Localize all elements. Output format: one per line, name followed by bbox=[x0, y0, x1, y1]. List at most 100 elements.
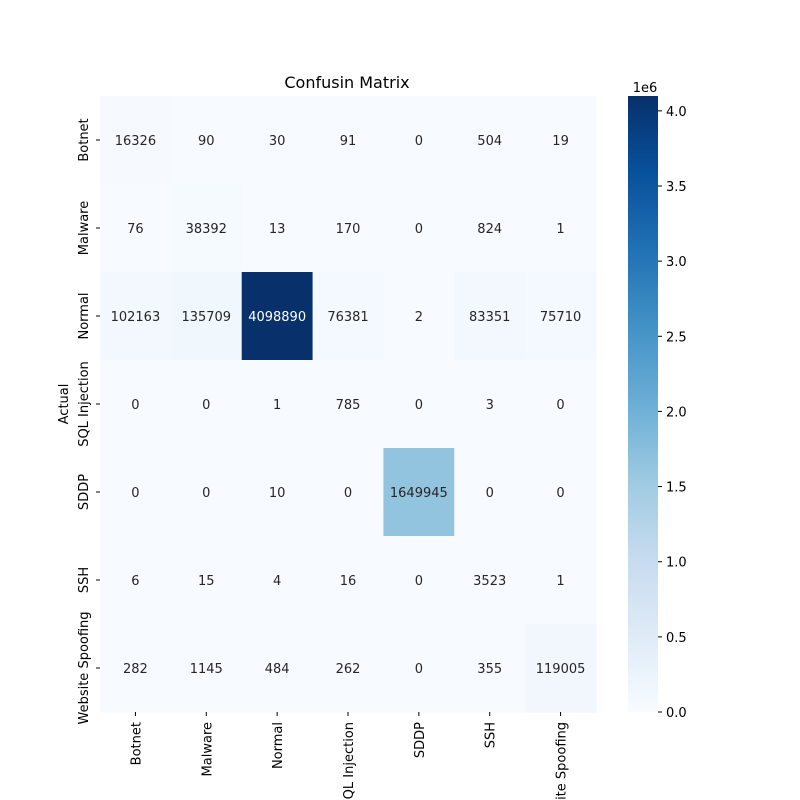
heatmap-cell bbox=[241, 536, 314, 625]
heatmap-cell bbox=[241, 448, 314, 537]
colorbar-tick-label: 0.5 bbox=[666, 631, 687, 646]
cell-value-label: 10 bbox=[269, 486, 286, 501]
colorbar-tick-label: 1.5 bbox=[666, 481, 687, 496]
heatmap-cell bbox=[312, 360, 385, 449]
row-label: Normal bbox=[77, 292, 92, 339]
heatmap-cell bbox=[312, 624, 385, 713]
cell-value-label: 15 bbox=[198, 574, 215, 589]
heatmap-cell bbox=[383, 360, 455, 449]
heatmap-cell bbox=[454, 272, 526, 361]
heatmap-cell bbox=[454, 448, 526, 537]
cell-value-label: 0 bbox=[556, 486, 564, 501]
cell-value-label: 16 bbox=[340, 574, 357, 589]
heatmap-cell bbox=[170, 624, 243, 713]
heatmap-cell bbox=[170, 448, 243, 537]
cell-value-label: 0 bbox=[486, 486, 494, 501]
row-label: SDDP bbox=[77, 474, 92, 510]
cell-value-label: 76 bbox=[127, 222, 144, 237]
cell-value-label: 3 bbox=[486, 398, 494, 413]
heatmap-cell bbox=[241, 360, 314, 449]
heatmap-cell bbox=[170, 96, 243, 185]
heatmap-cell bbox=[170, 272, 243, 361]
heatmap-cell bbox=[241, 272, 314, 361]
row-label: SSH bbox=[77, 567, 92, 593]
heatmap-cell bbox=[525, 624, 597, 713]
cell-value-label: 119005 bbox=[536, 662, 586, 677]
heatmap-cell bbox=[525, 96, 597, 185]
heatmap-cell bbox=[100, 184, 172, 273]
cell-value-label: 0 bbox=[202, 486, 210, 501]
cell-value-label: 6 bbox=[131, 574, 139, 589]
cell-value-label: 0 bbox=[131, 486, 139, 501]
row-label: Botnet bbox=[77, 118, 92, 161]
heatmap-cell bbox=[454, 184, 526, 273]
heatmap-cell bbox=[312, 272, 385, 361]
cell-value-label: 3523 bbox=[473, 574, 506, 589]
heatmap-cell bbox=[100, 360, 172, 449]
cell-value-label: 13 bbox=[269, 222, 286, 237]
cell-value-label: 83351 bbox=[469, 310, 510, 325]
colorbar-tick-label: 3.5 bbox=[666, 180, 687, 195]
cell-value-label: 1 bbox=[556, 574, 564, 589]
chart-title: Confusin Matrix bbox=[284, 73, 409, 92]
cell-value-label: 0 bbox=[131, 398, 139, 413]
cell-value-label: 90 bbox=[198, 134, 215, 149]
cell-value-label: 102163 bbox=[111, 310, 161, 325]
column-label: Botnet bbox=[129, 722, 144, 765]
row-label: Malware bbox=[77, 201, 92, 255]
cell-value-label: 1649945 bbox=[390, 486, 448, 501]
column-label: SDDP bbox=[413, 722, 428, 758]
cell-value-label: 0 bbox=[415, 662, 423, 677]
heatmap-cell bbox=[100, 272, 172, 361]
cell-value-label: 504 bbox=[477, 134, 502, 149]
colorbar-tick-label: 0.0 bbox=[666, 706, 687, 721]
cell-value-label: 19 bbox=[552, 134, 569, 149]
row-label: SQL Injection bbox=[77, 361, 92, 447]
heatmap-cell bbox=[383, 536, 455, 625]
cell-value-label: 0 bbox=[415, 134, 423, 149]
heatmap-cell bbox=[525, 536, 597, 625]
cell-value-label: 785 bbox=[336, 398, 361, 413]
heatmap-cell bbox=[100, 96, 172, 185]
heatmap-cell bbox=[383, 448, 455, 537]
cell-value-label: 0 bbox=[556, 398, 564, 413]
column-label: Malware bbox=[200, 722, 215, 776]
heatmap-cell bbox=[525, 272, 597, 361]
column-tick-labels: Botnet Malware Normal SQL Injection SDDP SSH W… bbox=[129, 712, 570, 800]
cell-value-label: 262 bbox=[336, 662, 361, 677]
heatmap-cell bbox=[241, 96, 314, 185]
cell-value-label: 170 bbox=[336, 222, 361, 237]
column-label: Website Spoofing bbox=[555, 722, 570, 800]
heatmap-cell bbox=[100, 536, 172, 625]
heatmap-cell bbox=[170, 536, 243, 625]
row-label: Website Spoofing bbox=[77, 611, 92, 724]
cell-value-label: 1 bbox=[556, 222, 564, 237]
heatmap-cell bbox=[454, 96, 526, 185]
cell-value-label: 824 bbox=[477, 222, 502, 237]
cell-value-label: 16326 bbox=[115, 134, 156, 149]
heatmap-cell bbox=[383, 96, 455, 185]
heatmap-cell bbox=[454, 536, 526, 625]
heatmap-cell bbox=[312, 536, 385, 625]
colorbar-tick-label: 4.0 bbox=[666, 105, 687, 120]
colorbar-multiplier-label: 1e6 bbox=[633, 81, 658, 96]
row-tick-labels: Botnet Malware Normal SQL Injection SDDP SSH W… bbox=[77, 118, 100, 725]
colorbar-tick-label: 1.0 bbox=[666, 556, 687, 571]
heatmap-cell bbox=[383, 184, 455, 273]
colorbar: 0.0 0.5 1.0 1.5 2.0 2.5 3.0 3.5 4.0 1e6 bbox=[628, 81, 687, 721]
heatmap-cell bbox=[170, 184, 243, 273]
column-label: SQL Injection bbox=[342, 722, 357, 800]
cell-value-label: 0 bbox=[344, 486, 352, 501]
cell-value-label: 2 bbox=[415, 310, 423, 325]
cell-value-label: 1 bbox=[273, 398, 281, 413]
colorbar-tick-label: 3.0 bbox=[666, 255, 687, 270]
heatmap-cell bbox=[383, 624, 455, 713]
column-label: SSH bbox=[484, 722, 499, 748]
heatmap-cell bbox=[525, 184, 597, 273]
cell-value-label: 30 bbox=[269, 134, 286, 149]
heatmap-cell bbox=[170, 360, 243, 449]
cell-value-label: 1145 bbox=[190, 662, 223, 677]
cell-value-label: 0 bbox=[415, 222, 423, 237]
colorbar-ticks: 0.0 0.5 1.0 1.5 2.0 2.5 3.0 3.5 4.0 bbox=[658, 105, 687, 721]
